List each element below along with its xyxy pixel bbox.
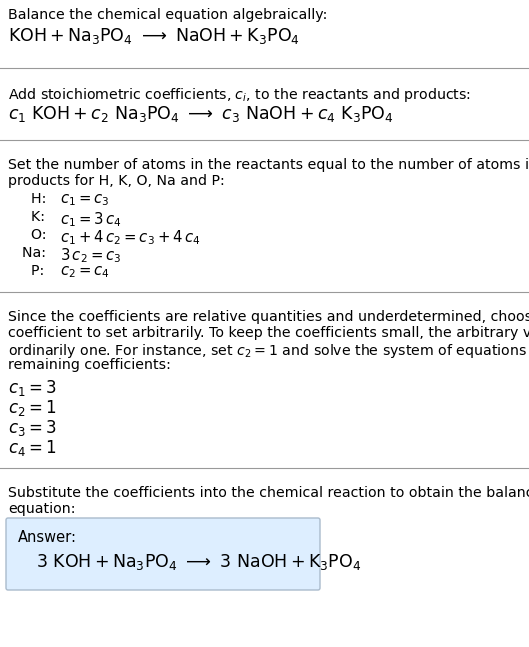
- Text: Since the coefficients are relative quantities and underdetermined, choose a: Since the coefficients are relative quan…: [8, 310, 529, 324]
- Text: coefficient to set arbitrarily. To keep the coefficients small, the arbitrary va: coefficient to set arbitrarily. To keep …: [8, 326, 529, 340]
- Text: Balance the chemical equation algebraically:: Balance the chemical equation algebraica…: [8, 8, 327, 22]
- Text: Add stoichiometric coefficients, $c_i$, to the reactants and products:: Add stoichiometric coefficients, $c_i$, …: [8, 86, 471, 104]
- Text: $c_1 + 4\,c_2 = c_3 + 4\,c_4$: $c_1 + 4\,c_2 = c_3 + 4\,c_4$: [60, 228, 200, 247]
- Text: Answer:: Answer:: [18, 530, 77, 545]
- Text: $c_2 = c_4$: $c_2 = c_4$: [60, 264, 110, 280]
- Text: $c_1 = 3$: $c_1 = 3$: [8, 378, 57, 398]
- Text: Set the number of atoms in the reactants equal to the number of atoms in the: Set the number of atoms in the reactants…: [8, 158, 529, 172]
- FancyBboxPatch shape: [6, 518, 320, 590]
- Text: products for H, K, O, Na and P:: products for H, K, O, Na and P:: [8, 174, 225, 188]
- Text: P:: P:: [22, 264, 49, 278]
- Text: equation:: equation:: [8, 502, 76, 516]
- Text: $c_1 = c_3$: $c_1 = c_3$: [60, 192, 110, 208]
- Text: $c_1\ \mathrm{KOH} + c_2\ \mathrm{Na_3PO_4} \ \longrightarrow \ c_3\ \mathrm{NaO: $c_1\ \mathrm{KOH} + c_2\ \mathrm{Na_3PO…: [8, 104, 394, 124]
- Text: ordinarily one. For instance, set $c_2 = 1$ and solve the system of equations fo: ordinarily one. For instance, set $c_2 =…: [8, 342, 529, 360]
- Text: H:: H:: [22, 192, 51, 206]
- Text: $\mathrm{3\ KOH + Na_3PO_4 \ \longrightarrow \ 3\ NaOH + K_3PO_4}$: $\mathrm{3\ KOH + Na_3PO_4 \ \longrighta…: [36, 552, 361, 572]
- Text: Substitute the coefficients into the chemical reaction to obtain the balanced: Substitute the coefficients into the che…: [8, 486, 529, 500]
- Text: $c_1 = 3\,c_4$: $c_1 = 3\,c_4$: [60, 210, 122, 228]
- Text: $c_3 = 3$: $c_3 = 3$: [8, 418, 57, 438]
- Text: K:: K:: [22, 210, 50, 224]
- Text: O:: O:: [22, 228, 51, 242]
- Text: $\mathrm{KOH + Na_3PO_4 \ \longrightarrow \ NaOH + K_3PO_4}$: $\mathrm{KOH + Na_3PO_4 \ \longrightarro…: [8, 26, 300, 46]
- Text: $c_4 = 1$: $c_4 = 1$: [8, 438, 57, 458]
- Text: remaining coefficients:: remaining coefficients:: [8, 358, 171, 372]
- Text: $c_2 = 1$: $c_2 = 1$: [8, 398, 57, 418]
- Text: Na:: Na:: [22, 246, 50, 260]
- Text: $3\,c_2 = c_3$: $3\,c_2 = c_3$: [60, 246, 121, 265]
